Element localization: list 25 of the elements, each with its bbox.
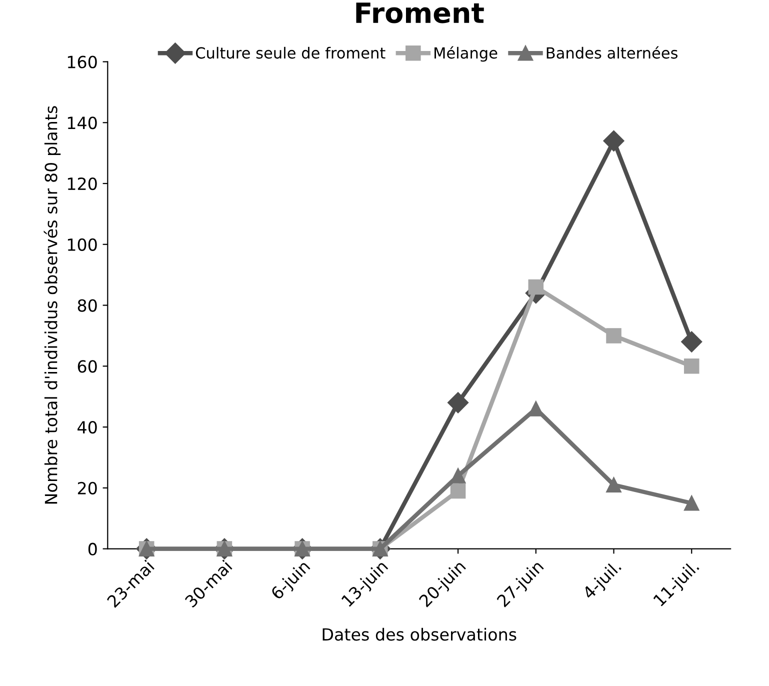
point bbox=[528, 279, 544, 295]
y-tick-label: 60 bbox=[78, 360, 97, 373]
point bbox=[606, 477, 622, 493]
point bbox=[528, 401, 544, 416]
point bbox=[681, 331, 702, 352]
point bbox=[684, 358, 700, 374]
legend-label: Culture seule de froment bbox=[196, 46, 386, 59]
point bbox=[450, 483, 466, 499]
point bbox=[603, 130, 624, 152]
point bbox=[684, 496, 700, 511]
y-tick-label: 100 bbox=[68, 238, 97, 251]
y-axis-title: Nombre total d'individus observés sur 80 plants bbox=[44, 106, 61, 504]
chart-title: Froment bbox=[356, 2, 484, 24]
point bbox=[606, 328, 622, 344]
y-tick-label: 0 bbox=[88, 542, 97, 556]
legend-label: Mélange bbox=[434, 46, 498, 62]
y-tick-label: 20 bbox=[78, 482, 97, 494]
y-tick-label: 140 bbox=[68, 116, 97, 130]
legend-label: Bandes alternées bbox=[546, 46, 678, 59]
y-tick-label: 40 bbox=[78, 420, 97, 434]
y-tick-label: 80 bbox=[78, 299, 97, 312]
y-tick-label: 160 bbox=[68, 56, 97, 68]
x-axis-title: Dates des observations bbox=[322, 628, 516, 641]
y-tick-label: 120 bbox=[68, 177, 97, 190]
point bbox=[448, 392, 469, 414]
